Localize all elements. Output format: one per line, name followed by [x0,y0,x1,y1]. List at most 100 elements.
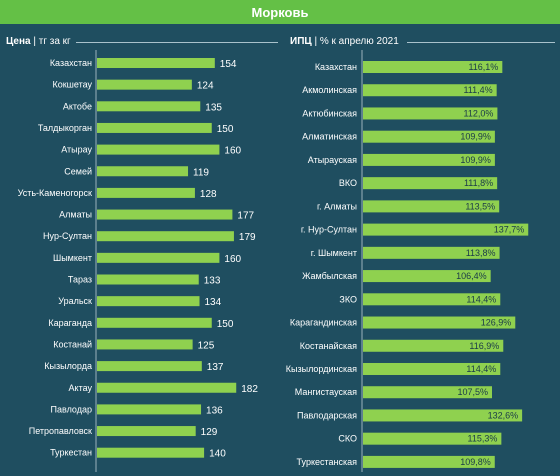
price-category-label: Семей [64,166,92,176]
price-bar [97,79,192,90]
price-category-label: Караганда [48,318,92,328]
cpi-value-label: 132,6% [488,410,519,420]
cpi-category-label: Актюбинская [302,108,357,118]
price-chart: Казахстан 154 Кокшетау 124 Актобе 135 Талдыкор… [18,50,258,472]
cpi-panel-title: ИПЦ | % к апрелю 2021 [290,36,399,47]
price-bar [97,58,215,68]
price-bar [97,252,220,263]
cpi-value-label: 115,3% [468,434,498,444]
price-category-label: Актобе [63,101,92,111]
cpi-category-label: Казахстан [315,62,357,72]
price-value-label: 177 [237,211,254,222]
price-value-label: 133 [204,276,221,287]
cpi-value-label: 109,9% [460,155,491,165]
price-value-label: 160 [224,146,241,157]
cpi-value-label: 114,4% [466,364,496,374]
price-value-label: 150 [217,319,234,330]
price-bar [97,317,212,328]
cpi-bar [363,432,502,445]
chart-title: Морковь [251,4,309,20]
price-bar [97,274,199,285]
price-category-label: Алматы [59,210,92,220]
price-title-bold: Цена [6,36,31,47]
cpi-title-bold: ИПЦ [290,36,312,47]
price-category-label: Кызылорда [44,361,92,371]
cpi-category-label: ЗКО [339,294,357,304]
price-value-label: 135 [205,102,222,113]
cpi-chart: Казахстан 116,1% Акмолинская 111,4% Актюбинс… [286,50,529,472]
cpi-value-label: 116,1% [468,62,498,72]
price-bar [97,166,189,177]
price-bar [97,339,193,350]
cpi-category-label: Костанайская [300,341,357,351]
price-value-label: 140 [209,449,226,460]
cpi-bar [363,223,529,236]
cpi-category-label: г. Нур-Султан [301,225,357,235]
cpi-value-label: 109,9% [460,132,491,142]
cpi-category-label: СКО [338,434,357,444]
cpi-category-label: Павлодарская [297,410,357,420]
cpi-value-label: 114,4% [466,294,496,304]
price-category-label: Актау [69,383,93,393]
cpi-category-label: Атырауская [308,155,357,165]
price-bar [97,382,237,393]
chart-header: Морковь [0,0,560,24]
cpi-category-label: Карагандинская [290,318,357,328]
price-category-label: Уральск [58,296,92,306]
price-bar [97,187,195,198]
cpi-bar [363,455,495,468]
cpi-value-label: 112,0% [464,108,494,118]
cpi-value-label: 109,8% [460,457,491,467]
cpi-bar [363,200,500,213]
cpi-category-label: Жамбылская [302,271,357,281]
price-category-label: Туркестан [50,448,92,458]
cpi-bar [363,270,491,283]
cpi-category-label: ВКО [339,178,357,188]
cpi-category-label: г. Алматы [317,201,357,211]
price-value-label: 179 [239,232,256,243]
cpi-value-label: 126,9% [481,318,512,328]
cpi-value-label: 107,5% [457,387,488,397]
cpi-category-label: Туркестанская [297,457,358,467]
price-title-unit: | тг за кг [33,36,71,47]
price-bar [97,404,202,415]
price-value-label: 160 [224,254,241,265]
cpi-bar [363,362,501,375]
price-value-label: 154 [220,59,237,70]
price-bar [97,144,220,155]
price-category-label: Усть-Каменогорск [18,188,92,198]
cpi-title-rule [407,42,555,43]
cpi-bar [363,246,500,259]
cpi-bar [363,61,503,73]
cpi-category-label: Мангистауская [295,387,357,397]
price-value-label: 129 [201,427,218,438]
price-category-label: Атырау [61,145,92,155]
price-value-label: 128 [200,189,217,200]
cpi-bar [363,130,495,143]
cpi-bar [363,316,516,329]
cpi-bar [363,293,501,306]
cpi-bar [363,339,504,352]
cpi-value-label: 116,9% [469,341,499,351]
price-bar [97,447,205,458]
price-value-label: 119 [193,167,209,178]
price-category-label: Казахстан [50,58,92,68]
price-category-label: Талдыкорган [38,123,92,133]
cpi-value-label: 111,4% [463,85,492,95]
price-bar [97,426,196,437]
cpi-category-label: Алматинская [302,132,357,142]
price-bar [97,101,201,112]
price-category-label: Нур-Султан [43,231,92,241]
price-category-label: Павлодар [51,404,92,414]
cpi-value-label: 137,7% [494,225,525,235]
cpi-category-label: г. Шымкент [311,248,357,258]
cpi-bar [363,177,498,190]
cpi-bar [363,84,497,97]
cpi-value-label: 113,8% [466,248,496,258]
cpi-value-label: 111,8% [464,178,493,188]
price-value-label: 182 [241,384,258,395]
price-category-label: Тараз [68,275,92,285]
cpi-title-unit: | % к апрелю 2021 [314,36,399,47]
cpi-value-label: 113,5% [465,201,495,211]
